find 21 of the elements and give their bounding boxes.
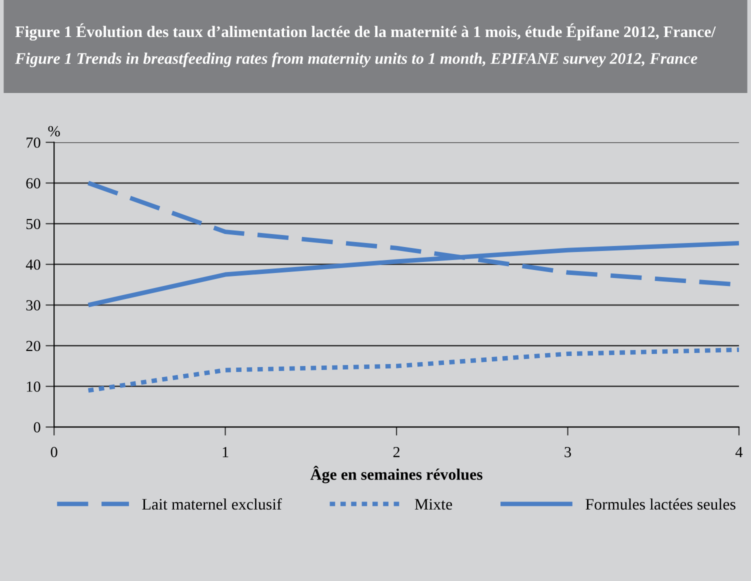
y-tick-label: 50 — [26, 218, 40, 230]
x-tick-label: 0 — [50, 446, 58, 458]
x-axis-title: Âge en semaines révolues — [310, 466, 482, 484]
x-tick-label: 3 — [564, 446, 571, 458]
x-tick-label: 4 — [735, 447, 743, 458]
y-tick-label: 70 — [26, 137, 40, 148]
legend-label: Lait maternel exclusif — [142, 498, 282, 510]
y-tick-label: 30 — [26, 300, 40, 310]
y-tick-label: 20 — [26, 340, 40, 352]
y-tick-label: 40 — [26, 259, 40, 270]
y-tick-label: 0 — [34, 422, 40, 432]
chart-title: Figure 1 Évolution des taux d’alimentation lactée de la maternité à 1 mois, étude Épifane 2012, France/ — [15, 23, 716, 41]
x-tick-label: 1 — [222, 446, 228, 458]
x-tick-label: 2 — [393, 446, 400, 458]
y-tick-label: 60 — [26, 178, 40, 188]
y-axis-title: % — [48, 126, 60, 136]
chart-subtitle: Figure 1 Trends in breastfeeding rates from maternity units to 1 month, EPIFANE survey 2012, France — [15, 52, 698, 68]
legend-label: Mixte — [414, 498, 452, 510]
line-series — [86, 348, 739, 393]
legend-label: Formules lactées seules — [586, 498, 736, 510]
y-tick-label: 10 — [26, 382, 40, 392]
